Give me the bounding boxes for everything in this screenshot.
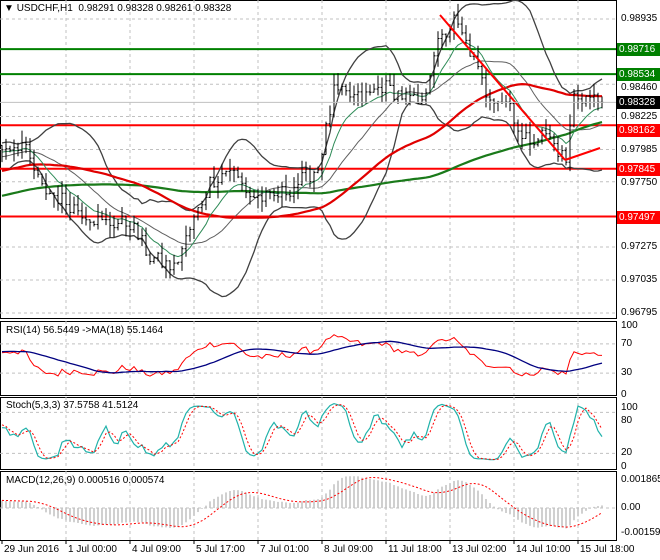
price-axis-label: 0.98225	[621, 110, 658, 122]
level-price-tag: 0.97497	[617, 210, 660, 224]
level-price-tag: 0.98716	[617, 43, 660, 57]
ohlc-values: 0.98291 0.98328 0.98261 0.98328	[78, 3, 232, 14]
current-price-tag: 0.98328	[617, 96, 660, 110]
price-axis-label: 0.97750	[621, 176, 658, 188]
time-axis-label: 14 Jul 10:00	[516, 544, 571, 555]
stoch-axis-label: 80	[621, 415, 633, 426]
trendline	[564, 147, 601, 161]
time-axis-label: 4 Jul 09:00	[132, 544, 181, 555]
time-axis-label: 15 Jul 18:00	[580, 544, 635, 555]
level-price-tag: 0.98534	[617, 68, 660, 82]
time-axis-label: 8 Jul 09:00	[324, 544, 373, 555]
trendline	[439, 14, 566, 161]
rsi-axis-label: 0	[621, 389, 627, 400]
price-axis-label: 0.97275	[621, 241, 658, 253]
macd-label: MACD(12,26,9) 0.000516 0.000574	[6, 475, 165, 486]
rsi-axis-label: 100	[621, 319, 638, 331]
level-price-tag: 0.98162	[617, 123, 660, 137]
rsi-ma-line	[1, 340, 603, 374]
macd-signal-line	[1, 476, 603, 528]
macd-axis-label: 0.001865	[621, 474, 660, 485]
stoch-axis-label: 20	[621, 447, 633, 459]
chart-header: ▼ USDCHF,H1 0.98291 0.98328 0.98261 0.98…	[4, 3, 231, 14]
stoch-k-line	[1, 402, 603, 461]
sma-100-line	[1, 121, 603, 197]
symbol-label: USDCHF,H1	[16, 3, 73, 14]
stoch-d-line	[1, 404, 603, 461]
rsi-label: RSI(14) 56.5449 ->MA(18) 55.1464	[6, 325, 164, 336]
macd-axis-label: -0.001595	[621, 526, 660, 538]
time-axis-label: 1 Jul 00:00	[68, 544, 117, 555]
rsi-axis-label: 30	[621, 367, 633, 379]
bollinger-lower	[1, 101, 603, 298]
time-axis-label: 7 Jul 01:00	[260, 544, 309, 555]
price-axis-label: 0.96795	[621, 306, 658, 318]
time-axis-label: 5 Jul 17:00	[196, 544, 245, 555]
price-axis-label: 0.97985	[621, 143, 658, 155]
time-axis-label: 11 Jul 18:00	[388, 544, 442, 555]
price-axis-label: 0.97035	[621, 274, 658, 286]
dropdown-triangle-icon[interactable]: ▼	[4, 3, 14, 14]
stoch-label: Stoch(5,3,3) 37.5758 41.5124	[6, 400, 139, 411]
price-axis-label: 0.98935	[621, 13, 658, 24]
time-axis-label: 13 Jul 02:00	[452, 544, 507, 555]
macd-axis-label: 0.00	[621, 502, 641, 513]
time-axis-label: 29 Jun 2016	[4, 544, 60, 555]
sma-50-line	[1, 82, 603, 219]
rsi-axis-label: 70	[621, 337, 633, 349]
level-price-tag: 0.97845	[617, 162, 660, 176]
stoch-axis-label: 0	[621, 461, 627, 472]
price-axis-label: 0.98460	[621, 82, 658, 94]
rsi-line	[1, 334, 603, 377]
stoch-axis-label: 100	[621, 402, 638, 413]
